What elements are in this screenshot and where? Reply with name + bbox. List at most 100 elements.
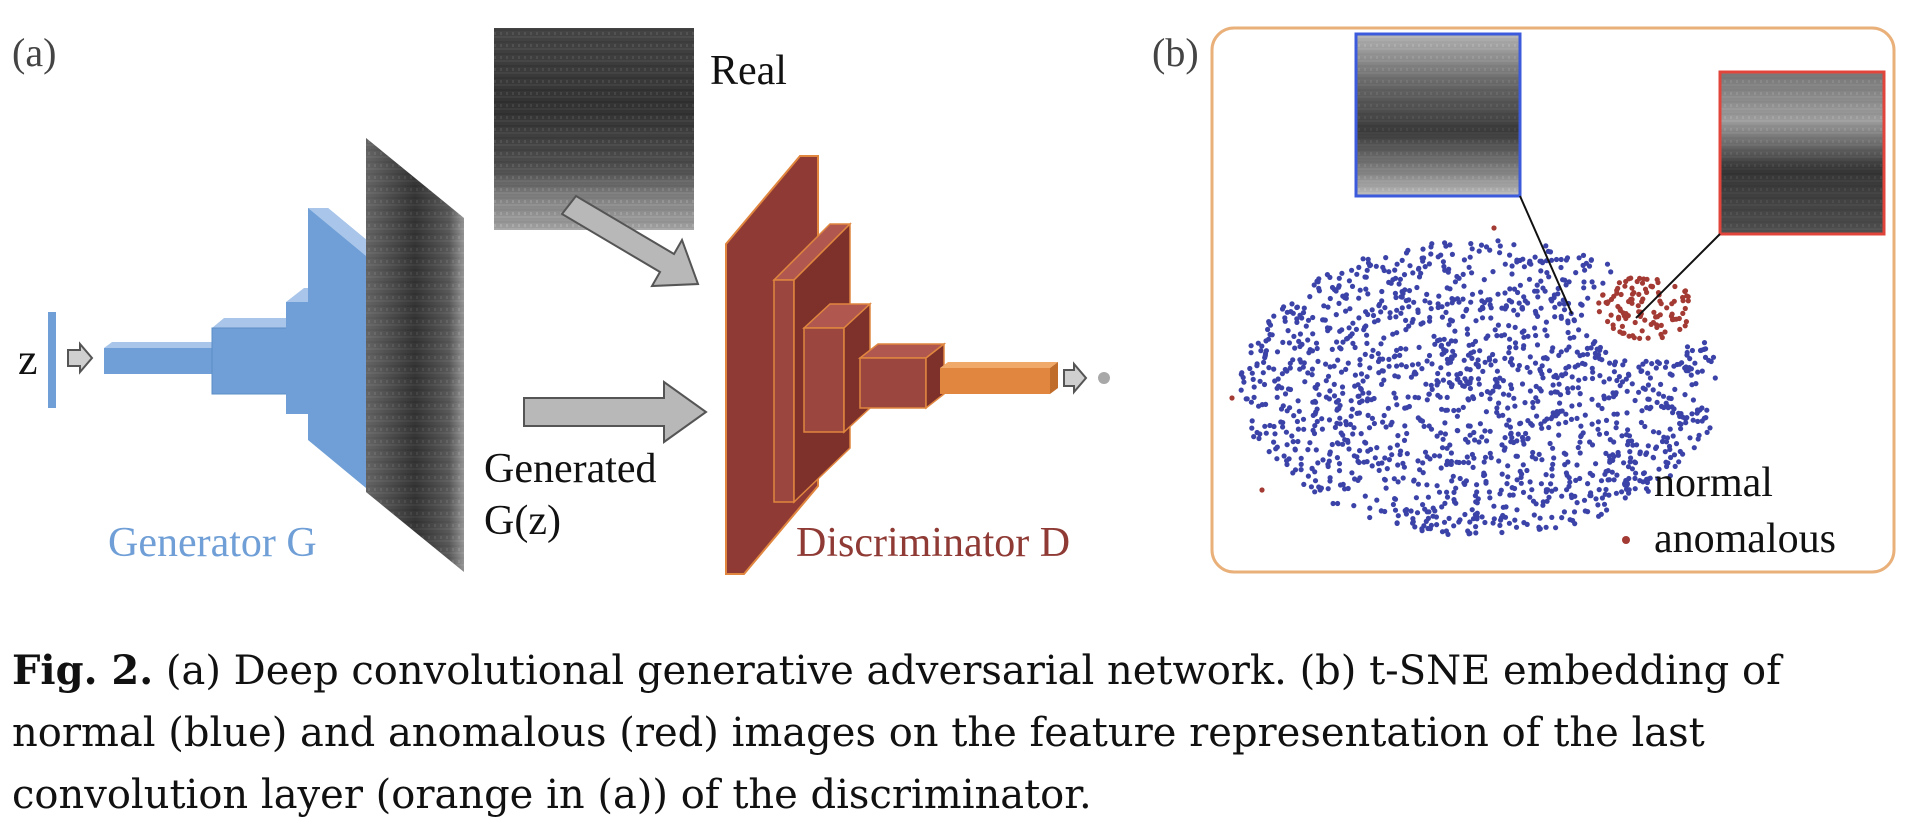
tsne-point: [1375, 461, 1382, 467]
tsne-point: [1617, 307, 1623, 313]
tsne-point: [1584, 351, 1591, 357]
tsne-point: [1423, 381, 1429, 387]
tsne-point: [1318, 485, 1324, 491]
tsne-point: [1476, 381, 1482, 387]
tsne-point: [1655, 279, 1661, 286]
tsne-point: [1522, 400, 1528, 406]
tsne-point: [1520, 256, 1526, 262]
tsne-point: [1512, 403, 1518, 409]
tsne-point: [1543, 472, 1549, 478]
tsne-point: [1319, 426, 1325, 432]
tsne-point: [1402, 423, 1408, 429]
tsne-point: [1483, 335, 1489, 341]
tsne-point: [1467, 254, 1473, 260]
tsne-point: [1494, 379, 1500, 386]
tsne-point: [1623, 376, 1629, 382]
tsne-point: [1648, 283, 1654, 289]
tsne-point: [1386, 457, 1392, 463]
tsne-point: [1301, 481, 1307, 487]
tsne-point: [1485, 297, 1491, 303]
tsne-point: [1333, 399, 1340, 405]
tsne-point: [1334, 339, 1340, 345]
tsne-point: [1369, 463, 1375, 469]
tsne-point: [1386, 356, 1392, 362]
tsne-point: [1571, 318, 1577, 324]
tsne-point: [1650, 387, 1656, 393]
tsne-point: [1596, 487, 1602, 493]
tsne-point: [1367, 365, 1373, 371]
tsne-point: [1567, 335, 1573, 341]
tsne-point: [1315, 279, 1321, 285]
tsne-point: [1448, 317, 1454, 323]
tsne-point: [1440, 377, 1446, 383]
tsne-point: [1499, 471, 1505, 477]
tsne-point: [1419, 528, 1425, 534]
tsne-point: [1623, 311, 1629, 317]
tsne-point: [1401, 437, 1408, 443]
tsne-point: [1327, 388, 1333, 394]
tsne-point: [1677, 420, 1683, 427]
tsne-point: [1338, 430, 1344, 436]
tsne-point: [1689, 347, 1695, 354]
tsne-point: [1540, 499, 1546, 505]
tsne-point: [1710, 354, 1717, 360]
tsne-point: [1511, 395, 1517, 401]
tsne-point: [1371, 420, 1377, 427]
tsne-point: [1546, 274, 1552, 280]
tsne-point: [1600, 280, 1606, 286]
tsne-point: [1671, 406, 1677, 412]
tsne-point: [1446, 461, 1452, 467]
tsne-point: [1576, 255, 1582, 261]
tsne-point: [1596, 309, 1602, 315]
tsne-point: [1554, 409, 1560, 415]
tsne-point: [1481, 459, 1487, 465]
tsne-point: [1644, 276, 1650, 282]
tsne-point: [1532, 325, 1538, 331]
tsne-point: [1439, 351, 1445, 357]
tsne-point: [1467, 432, 1473, 438]
tsne-point: [1343, 308, 1349, 314]
tsne-point: [1551, 455, 1557, 461]
tsne-point: [1474, 482, 1480, 488]
tsne-point: [1447, 242, 1453, 248]
tsne-point: [1512, 485, 1518, 492]
tsne-point: [1392, 496, 1399, 502]
tsne-point: [1549, 257, 1555, 263]
tsne-point: [1662, 449, 1668, 455]
tsne-point: [1327, 295, 1333, 302]
tsne-point: [1452, 328, 1458, 334]
tsne-point: [1520, 489, 1527, 495]
tsne-point: [1298, 461, 1304, 467]
tsne-point: [1439, 406, 1445, 412]
tsne-point: [1603, 486, 1609, 493]
tsne-point: [1590, 472, 1596, 478]
tsne-point: [1695, 418, 1701, 424]
tsne-point: [1349, 283, 1356, 289]
tsne-point: [1313, 447, 1319, 453]
tsne-point: [1444, 445, 1450, 451]
tsne-point: [1645, 335, 1651, 341]
tsne-point: [1641, 470, 1647, 476]
tsne-point: [1263, 430, 1269, 436]
tsne-point: [1611, 369, 1617, 375]
tsne-point: [1656, 360, 1662, 366]
tsne-point: [1525, 435, 1531, 441]
z-vector: [48, 312, 56, 408]
tsne-point: [1469, 270, 1475, 276]
tsne-point: [1569, 374, 1575, 380]
tsne-point: [1434, 433, 1440, 439]
tsne-point: [1312, 398, 1318, 404]
tsne-point: [1497, 522, 1503, 529]
tsne-point: [1455, 428, 1461, 434]
tsne-point: [1379, 381, 1385, 387]
tsne-point: [1578, 432, 1584, 439]
tsne-point: [1379, 288, 1385, 295]
tsne-point: [1673, 441, 1680, 447]
tsne-point: [1703, 415, 1709, 421]
tsne-point: [1656, 430, 1662, 436]
tsne-point: [1497, 250, 1503, 256]
tsne-point: [1345, 360, 1351, 366]
legend-anomalous-label: anomalous: [1654, 516, 1836, 562]
tsne-point: [1439, 304, 1445, 310]
tsne-point: [1466, 397, 1472, 403]
